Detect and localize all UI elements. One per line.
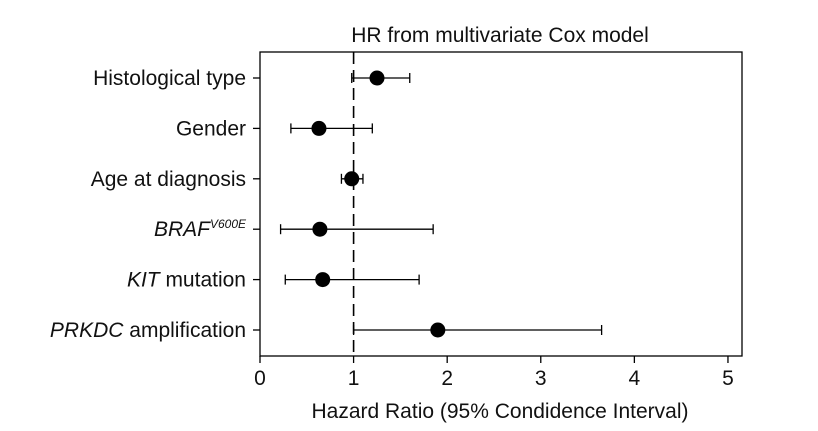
row-label-3: BRAFV600E xyxy=(154,217,247,241)
hr-point-0 xyxy=(369,70,385,86)
row-label-4: KIT mutation xyxy=(127,269,246,292)
x-tick-label-0: 0 xyxy=(254,367,266,390)
plot-frame xyxy=(259,51,743,357)
hr-point-3 xyxy=(312,221,328,237)
x-tick-label-3: 3 xyxy=(535,367,547,390)
row-label-1: Gender xyxy=(176,117,246,140)
x-tick-label-1: 1 xyxy=(348,367,360,390)
x-axis-label: Hazard Ratio (95% Condidence Interval) xyxy=(311,400,688,423)
x-tick-label-2: 2 xyxy=(441,367,453,390)
x-tick-label-5: 5 xyxy=(722,367,734,390)
x-tick-label-4: 4 xyxy=(629,367,641,390)
row-label-2: Age at diagnosis xyxy=(91,168,246,191)
hr-point-2 xyxy=(344,171,360,187)
row-label-0: Histological type xyxy=(93,67,246,90)
hr-point-5 xyxy=(430,322,446,338)
hr-point-4 xyxy=(315,272,331,288)
hr-point-1 xyxy=(311,120,327,136)
plot-area: 0 1 2 3 4 5 Histological type Gender Age at diag… xyxy=(50,51,743,390)
chart-title: HR from multivariate Cox model xyxy=(351,24,649,47)
row-label-5: PRKDC amplification xyxy=(50,319,246,342)
